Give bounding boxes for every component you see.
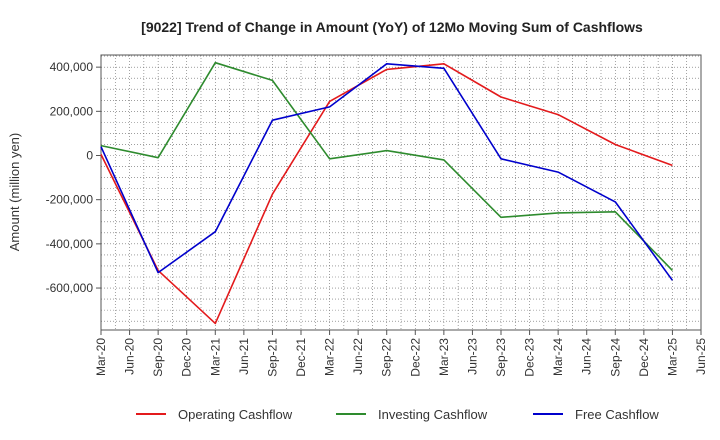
operating-cashflow-line	[100, 62, 673, 325]
x-tick-label: Sep-20	[151, 338, 165, 377]
x-tick-label: Mar-23	[437, 338, 451, 376]
x-tick-label: Dec-22	[408, 338, 422, 377]
y-tick-label: -200,000	[46, 193, 94, 207]
x-tick-label: Sep-22	[380, 338, 394, 377]
plot-area-frame	[100, 54, 702, 331]
x-tick-label: Jun-20	[123, 338, 137, 375]
free-cashflow-legend-label: Free Cashflow	[575, 407, 659, 422]
x-tick-label: Mar-21	[208, 338, 222, 376]
y-tick-label: 400,000	[50, 60, 94, 74]
investing-cashflow-line	[100, 61, 673, 271]
y-axis-ticks: 400,000 200,000 0 -200,000 -400,000 -600,000	[46, 60, 101, 295]
grid-lines	[100, 55, 702, 330]
x-tick-label: Jun-24	[580, 338, 594, 375]
legend: Operating Cashflow Investing Cashflow Free…	[136, 407, 659, 422]
x-tick-label: Sep-24	[608, 338, 622, 377]
x-tick-label: Dec-20	[180, 338, 194, 377]
operating-cashflow-legend-label: Operating Cashflow	[178, 407, 293, 422]
x-tick-label: Jun-23	[465, 338, 479, 375]
x-tick-label: Mar-20	[94, 338, 108, 376]
x-tick-label: Dec-23	[523, 338, 537, 377]
x-tick-label: Mar-24	[551, 338, 565, 376]
y-tick-label: -400,000	[46, 237, 94, 251]
investing-cashflow-legend-label: Investing Cashflow	[378, 407, 488, 422]
y-tick-label: 0	[86, 149, 93, 163]
x-tick-label: Jun-21	[237, 338, 251, 375]
chart-title: [9022] Trend of Change in Amount (YoY) o…	[141, 19, 643, 35]
x-tick-label: Mar-25	[665, 338, 679, 376]
x-tick-label: Dec-21	[294, 338, 308, 377]
x-tick-label: Mar-22	[323, 338, 337, 376]
y-tick-label: 200,000	[50, 104, 94, 118]
x-tick-label: Sep-23	[494, 338, 508, 377]
y-tick-label: -600,000	[46, 281, 94, 295]
x-axis-ticks: Mar-20 Jun-20 Sep-20 Dec-20 Mar-21 Jun-21 Sep-…	[94, 330, 708, 377]
x-tick-label: Dec-24	[637, 338, 651, 377]
y-axis-title: Amount (million yen)	[7, 133, 22, 252]
series-lines	[100, 61, 674, 325]
x-tick-label: Jun-25	[694, 338, 708, 375]
x-tick-label: Jun-22	[351, 338, 365, 375]
x-tick-label: Sep-21	[265, 338, 279, 377]
free-cashflow-line	[100, 62, 674, 281]
